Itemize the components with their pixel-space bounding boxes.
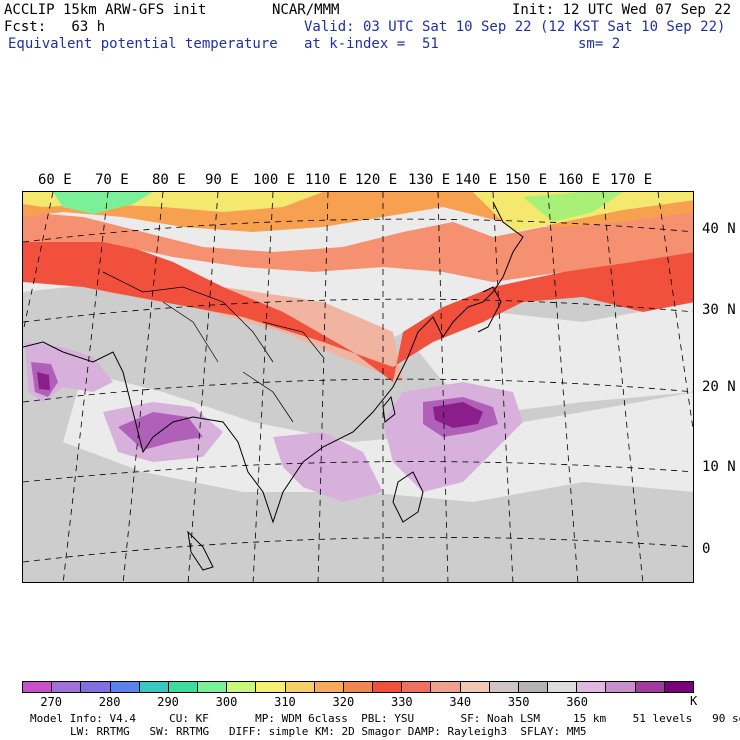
model-title: ACCLIP 15km ARW-GFS init — [4, 2, 207, 18]
lon-label: 110 E — [305, 172, 348, 188]
colorbar — [22, 681, 694, 693]
colorbar-segment — [52, 682, 82, 692]
deep-purple-arabian — [37, 372, 50, 390]
pink-region — [103, 287, 403, 382]
model-info-line2: LW: RRTMG SW: RRTMG DIFF: simple KM: 2D … — [70, 725, 587, 738]
lon-label: 130 E — [408, 172, 451, 188]
lat-label: 10 N — [702, 459, 736, 475]
colorbar-tick-label: 290 — [157, 695, 179, 709]
lat-label: 40 N — [702, 221, 736, 237]
lon-label: 170 E — [610, 172, 653, 188]
colorbar-segment — [373, 682, 403, 692]
coastline-philippines — [392, 471, 424, 523]
lon-label: 160 E — [558, 172, 601, 188]
green-region — [53, 192, 153, 214]
coastline-japan — [477, 286, 502, 333]
colorbar-segment — [518, 682, 549, 692]
colorbar-segment — [343, 682, 374, 692]
model-info-line1: Model Info: V4.4 CU: KF MP: WDM 6class P… — [30, 712, 740, 725]
colorbar-tick-label: 270 — [40, 695, 63, 709]
colorbar-tick-label: 280 — [98, 695, 121, 709]
colorbar-segment — [606, 682, 636, 692]
coastline-taiwan — [382, 395, 396, 423]
init-time: Init: 12 UTC Wed 07 Sep 22 — [512, 2, 732, 18]
lon-label: 150 E — [505, 172, 548, 188]
institution: NCAR/MMM — [272, 2, 340, 18]
political-borders — [102, 271, 324, 423]
graticule — [23, 192, 693, 582]
colorbar-segment — [168, 682, 199, 692]
colorbar-segment — [81, 682, 111, 692]
colorbar-tick-label: 330 — [390, 695, 413, 709]
colorbar-segment — [664, 682, 693, 692]
deep-purple-typhoon — [433, 402, 483, 428]
colorbar-tick-label: 300 — [215, 695, 238, 709]
lat-label: 20 N — [702, 379, 736, 395]
colorbar-segment — [198, 682, 228, 692]
lon-label: 90 E — [205, 172, 239, 188]
colorbar-segment — [489, 682, 519, 692]
lon-label: 100 E — [253, 172, 296, 188]
theta-e-field — [23, 192, 693, 582]
lon-label: 140 E — [455, 172, 498, 188]
coastline — [23, 201, 524, 524]
colorbar-tick-label: 350 — [507, 695, 530, 709]
lon-label: 70 E — [95, 172, 129, 188]
light-region — [63, 372, 693, 502]
smoothing: sm= 2 — [578, 36, 621, 52]
salmon-region — [23, 202, 693, 282]
colorbar-segment — [256, 682, 286, 692]
colorbar-segment — [548, 682, 578, 692]
colorbar-segment — [577, 682, 607, 692]
lat-label: 30 N — [702, 302, 736, 318]
red-region — [23, 232, 693, 382]
lon-label: 80 E — [152, 172, 186, 188]
lon-label: 120 E — [355, 172, 398, 188]
level-index: at k-index = 51 — [304, 36, 439, 52]
valid-time: Valid: 03 UTC Sat 10 Sep 22 (12 KST Sat … — [304, 19, 726, 35]
map-panel — [22, 191, 694, 583]
forecast-hour: Fcst: 63 h — [4, 19, 106, 35]
colorbar-segment — [139, 682, 169, 692]
lon-label: 60 E — [38, 172, 72, 188]
lime-region — [523, 192, 623, 222]
colorbar-segment — [431, 682, 461, 692]
lilac-region-scs — [273, 432, 383, 502]
colorbar-segment — [23, 682, 53, 692]
colorbar-segment — [285, 682, 315, 692]
colorbar-unit: K — [690, 694, 698, 708]
colorbar-tick-label: 360 — [566, 695, 588, 709]
lat-label: 0 — [702, 541, 711, 557]
colorbar-segment — [227, 682, 257, 692]
colorbar-segment — [314, 682, 344, 692]
field-name: Equivalent potential temperature — [8, 36, 278, 52]
colorbar-tick-label: 340 — [449, 695, 472, 709]
colorbar-segment — [635, 682, 665, 692]
colorbar-segment — [460, 682, 490, 692]
colorbar-tick-label: 320 — [332, 695, 355, 709]
colorbar-tick-label: 310 — [274, 695, 296, 709]
colorbar-segment — [110, 682, 140, 692]
colorbar-segment — [402, 682, 432, 692]
